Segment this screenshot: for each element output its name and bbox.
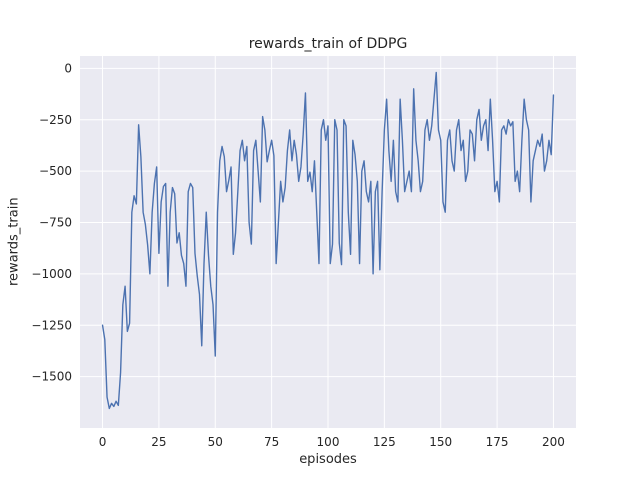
gridlines [80,56,576,428]
x-tick-labels: 0 25 50 75 100 125 150 175 200 [99,435,565,449]
x-tick-label: 25 [151,435,166,449]
y-tick-label: −500 [39,164,72,178]
x-tick-label: 200 [542,435,565,449]
y-tick-label: −1000 [31,267,72,281]
y-tick-labels: 0 −250 −500 −750 −1000 −1250 −1500 [31,61,72,383]
y-tick-label: −750 [39,216,72,230]
x-tick-label: 125 [373,435,396,449]
y-tick-label: −250 [39,113,72,127]
y-axis-label: rewards_train [6,197,22,287]
x-tick-label: 175 [486,435,509,449]
chart-title: rewards_train of DDPG [248,36,408,52]
y-tick-label: −1500 [31,370,72,384]
y-tick-label: −1250 [31,318,72,332]
y-tick-label: 0 [64,61,72,75]
x-tick-label: 75 [264,435,279,449]
x-tick-label: 0 [99,435,107,449]
x-axis-label: episodes [299,452,357,467]
series-line-rewards_train [101,71,555,410]
x-tick-label: 100 [317,435,340,449]
x-tick-label: 150 [429,435,452,449]
x-tick-label: 50 [208,435,223,449]
